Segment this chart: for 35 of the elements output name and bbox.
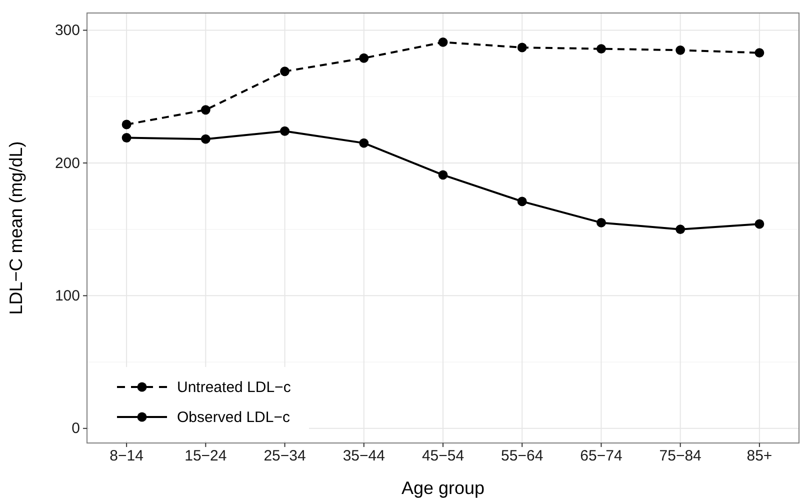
- point: [676, 45, 686, 55]
- x-tick-label: 55−64: [501, 448, 544, 465]
- point: [359, 53, 369, 63]
- x-tick-label: 15−24: [184, 448, 227, 465]
- point: [122, 133, 132, 142]
- point: [200, 134, 210, 144]
- y-tick-label: 200: [54, 154, 80, 172]
- x-axis-title: Age group: [401, 478, 485, 498]
- legend-label: Observed LDL−c: [177, 409, 290, 426]
- y-tick-label: 100: [54, 287, 80, 304]
- point: [596, 44, 606, 54]
- point: [280, 66, 290, 76]
- x-tick-label: 85+: [746, 448, 772, 465]
- x-tick-label: 35−44: [342, 448, 385, 465]
- legend-label: Untreated LDL−c: [177, 379, 292, 396]
- point: [122, 120, 132, 130]
- point: [438, 37, 448, 47]
- y-tick-label: 0: [72, 420, 80, 438]
- y-tick-label: 300: [54, 22, 80, 40]
- x-tick-label: 65−74: [580, 448, 622, 465]
- point: [438, 170, 448, 180]
- x-tick-label: 45−54: [422, 448, 464, 465]
- point: [676, 224, 686, 234]
- point: [517, 196, 527, 206]
- point: [596, 218, 606, 228]
- x-tick-label: 8−14: [110, 448, 144, 465]
- point: [517, 42, 527, 52]
- point: [359, 138, 369, 148]
- point: [280, 126, 290, 136]
- x-tick-label: 25−34: [264, 448, 306, 465]
- x-tick-label: 75−84: [659, 448, 702, 465]
- y-axis-title: LDL−C mean (mg/dL): [6, 141, 26, 315]
- point: [200, 105, 210, 115]
- point: [754, 219, 764, 229]
- point: [754, 48, 764, 58]
